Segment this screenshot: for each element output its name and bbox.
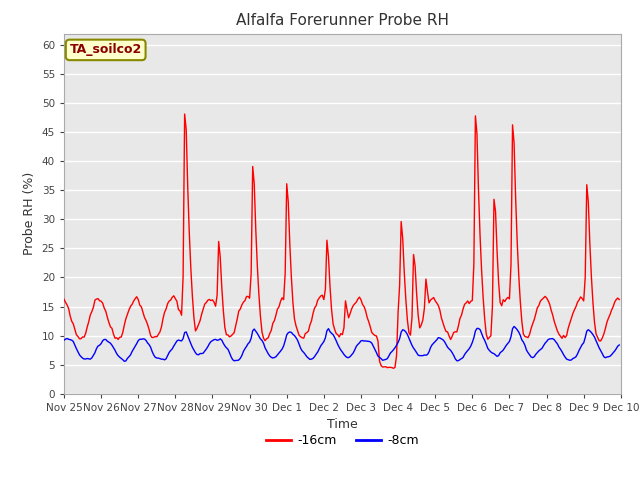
Text: TA_soilco2: TA_soilco2: [70, 43, 142, 56]
Legend: -16cm, -8cm: -16cm, -8cm: [261, 429, 424, 452]
Title: Alfalfa Forerunner Probe RH: Alfalfa Forerunner Probe RH: [236, 13, 449, 28]
X-axis label: Time: Time: [327, 418, 358, 431]
Y-axis label: Probe RH (%): Probe RH (%): [23, 172, 36, 255]
